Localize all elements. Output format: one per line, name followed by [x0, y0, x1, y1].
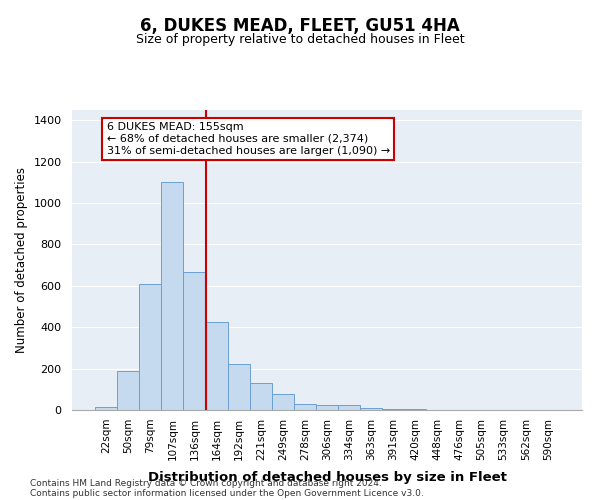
Bar — [294, 404, 316, 410]
Bar — [250, 383, 272, 410]
Bar — [161, 182, 184, 410]
Text: Contains public sector information licensed under the Open Government Licence v3: Contains public sector information licen… — [30, 488, 424, 498]
Bar — [95, 407, 117, 410]
Bar — [338, 406, 360, 410]
Bar — [360, 408, 382, 410]
Bar — [206, 322, 227, 410]
Y-axis label: Number of detached properties: Number of detached properties — [15, 167, 28, 353]
Bar — [184, 272, 206, 410]
Bar — [382, 409, 404, 410]
Bar — [272, 394, 294, 410]
Bar — [316, 406, 338, 410]
Text: Size of property relative to detached houses in Fleet: Size of property relative to detached ho… — [136, 32, 464, 46]
Bar — [139, 284, 161, 410]
Text: Contains HM Land Registry data © Crown copyright and database right 2024.: Contains HM Land Registry data © Crown c… — [30, 478, 382, 488]
Bar — [117, 370, 139, 410]
Text: 6 DUKES MEAD: 155sqm
← 68% of detached houses are smaller (2,374)
31% of semi-de: 6 DUKES MEAD: 155sqm ← 68% of detached h… — [107, 122, 390, 156]
Text: 6, DUKES MEAD, FLEET, GU51 4HA: 6, DUKES MEAD, FLEET, GU51 4HA — [140, 18, 460, 36]
X-axis label: Distribution of detached houses by size in Fleet: Distribution of detached houses by size … — [148, 471, 506, 484]
Bar — [227, 364, 250, 410]
